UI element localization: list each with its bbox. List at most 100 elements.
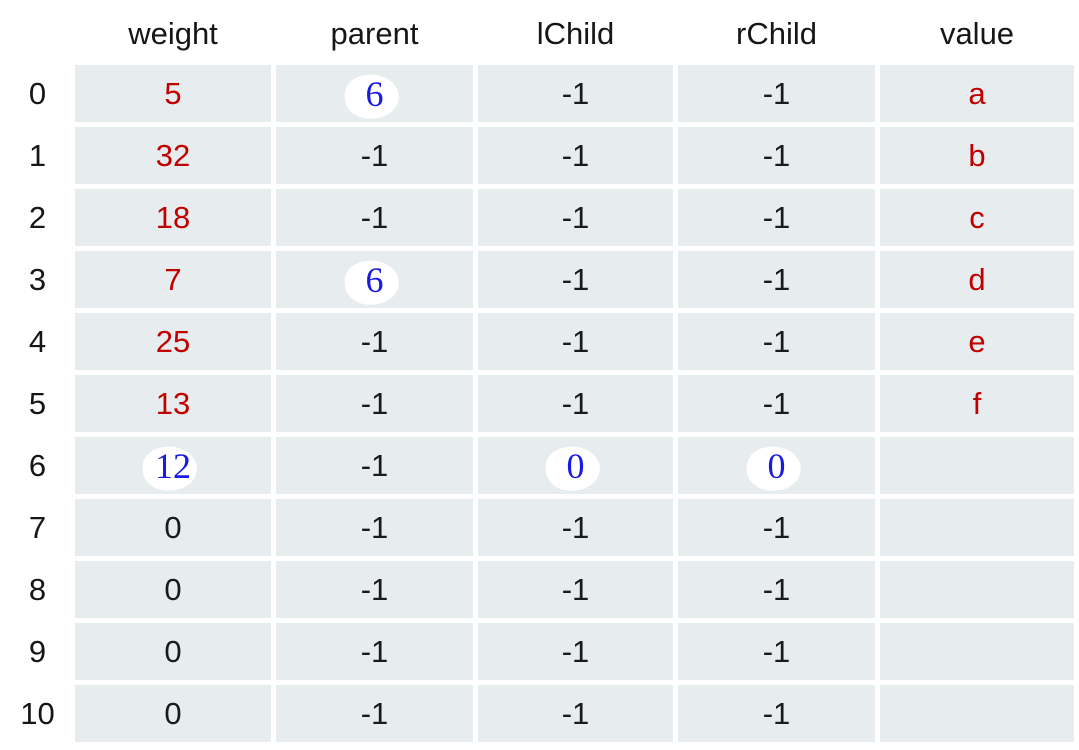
cell-text: 12: [155, 445, 191, 486]
cell-text: 0: [164, 510, 182, 545]
cell-text: -1: [360, 138, 389, 173]
cell-text: -1: [762, 634, 791, 669]
column-header-parent: parent: [330, 16, 419, 51]
row-index-label: 2: [5, 189, 70, 246]
table-cell-value: c: [880, 189, 1074, 246]
table-cell-rchild: -1: [678, 127, 875, 184]
cell-text: 13: [155, 386, 191, 421]
header-corner-spacer: [5, 8, 70, 60]
table-cell-value: [880, 685, 1074, 742]
cell-text: 0: [164, 634, 182, 669]
cell-text: -1: [360, 572, 389, 607]
table-cell-weight: 0: [75, 685, 271, 742]
table-row: 3 7 6 -1 -1 d: [5, 251, 1074, 308]
table-cell-rchild: -1: [678, 65, 875, 122]
cell-text: 7: [164, 262, 182, 297]
cell-text: 0: [164, 696, 182, 731]
row-index-label: 0: [5, 65, 70, 122]
cell-text: -1: [561, 572, 590, 607]
cell-text: 6: [365, 73, 384, 114]
cell-text: -1: [762, 572, 791, 607]
table-cell-weight: 0: [75, 561, 271, 618]
table-cell-value: [880, 561, 1074, 618]
column-header-weight: weight: [128, 16, 218, 51]
table-cell-value: b: [880, 127, 1074, 184]
row-index-label: 5: [5, 375, 70, 432]
table-cell-value: d: [880, 251, 1074, 308]
table-cell-parent: -1: [276, 127, 473, 184]
cell-text: -1: [561, 262, 590, 297]
table-cell-lchild: -1: [478, 375, 673, 432]
table-row: 5 13 -1 -1 -1 f: [5, 375, 1074, 432]
table-cell-rchild: -1: [678, 685, 875, 742]
table-cell-rchild: -1: [678, 189, 875, 246]
table-row: 1 32 -1 -1 -1 b: [5, 127, 1074, 184]
cell-text: -1: [360, 696, 389, 731]
table-cell-parent: 6: [276, 65, 473, 122]
cell-text: -1: [360, 200, 389, 235]
table-body: 0 5 6 -1 -1 a 1 32 -1 -1 -1 b 2 18 -1 -1 -1 c 3 7 6 -1 -1 d 4 25-…: [5, 65, 1074, 742]
cell-text: -1: [561, 200, 590, 235]
table-cell-weight: 0: [75, 499, 271, 556]
cell-text: 32: [155, 138, 191, 173]
cell-text: b: [968, 138, 986, 173]
cell-text: 25: [155, 324, 191, 359]
column-header-rchild: rChild: [736, 16, 817, 51]
table-cell-value: f: [880, 375, 1074, 432]
table-cell-rchild: -1: [678, 561, 875, 618]
cell-text: a: [968, 76, 986, 111]
table-cell-rchild: -1: [678, 375, 875, 432]
table-cell-parent: -1: [276, 313, 473, 370]
table-row: 2 18 -1 -1 -1 c: [5, 189, 1074, 246]
table-cell-parent: -1: [276, 561, 473, 618]
row-index-label: 4: [5, 313, 70, 370]
table-cell-parent: -1: [276, 623, 473, 680]
table-row: 9 0 -1 -1 -1: [5, 623, 1074, 680]
cell-text: d: [968, 262, 986, 297]
cell-text: -1: [360, 448, 389, 483]
row-index-label: 6: [5, 437, 70, 494]
cell-text: -1: [360, 386, 389, 421]
table-cell-weight: 25: [75, 313, 271, 370]
row-index-label: 3: [5, 251, 70, 308]
table-cell-parent: -1: [276, 437, 473, 494]
table-cell-lchild: -1: [478, 561, 673, 618]
row-index-label: 9: [5, 623, 70, 680]
table-cell-lchild: -1: [478, 313, 673, 370]
cell-text: -1: [561, 324, 590, 359]
table-row: 8 0 -1 -1 -1: [5, 561, 1074, 618]
row-index-label: 7: [5, 499, 70, 556]
cell-text: -1: [762, 262, 791, 297]
cell-text: 18: [155, 200, 191, 235]
cell-text: -1: [561, 696, 590, 731]
cell-text: 0: [566, 445, 585, 486]
row-index-label: 10: [5, 685, 70, 742]
cell-text: e: [968, 324, 986, 359]
table-cell-rchild: -1: [678, 623, 875, 680]
table-cell-rchild: 0: [678, 437, 875, 494]
cell-text: -1: [360, 324, 389, 359]
table-cell-weight: 18: [75, 189, 271, 246]
table-cell-lchild: -1: [478, 685, 673, 742]
table-cell-lchild: -1: [478, 189, 673, 246]
row-index-label: 1: [5, 127, 70, 184]
table-cell-rchild: -1: [678, 499, 875, 556]
table-cell-parent: -1: [276, 499, 473, 556]
cell-text: -1: [762, 138, 791, 173]
cell-text: -1: [360, 510, 389, 545]
cell-text: c: [969, 200, 985, 235]
cell-text: -1: [561, 138, 590, 173]
table-cell-parent: -1: [276, 189, 473, 246]
table-cell-parent: -1: [276, 375, 473, 432]
table-row: 6 12 -1 0 0: [5, 437, 1074, 494]
table-row: 7 0 -1 -1 -1: [5, 499, 1074, 556]
huffman-array-table: weight parent lChild rChild value 0 5 6 -1-…: [0, 3, 1079, 747]
table-cell-lchild: -1: [478, 127, 673, 184]
cell-text: -1: [762, 696, 791, 731]
table-cell-value: a: [880, 65, 1074, 122]
cell-text: -1: [561, 510, 590, 545]
table-row: 4 25 -1 -1 -1 e: [5, 313, 1074, 370]
cell-text: -1: [762, 510, 791, 545]
table-header: weight parent lChild rChild value: [5, 8, 1074, 60]
cell-text: -1: [762, 200, 791, 235]
